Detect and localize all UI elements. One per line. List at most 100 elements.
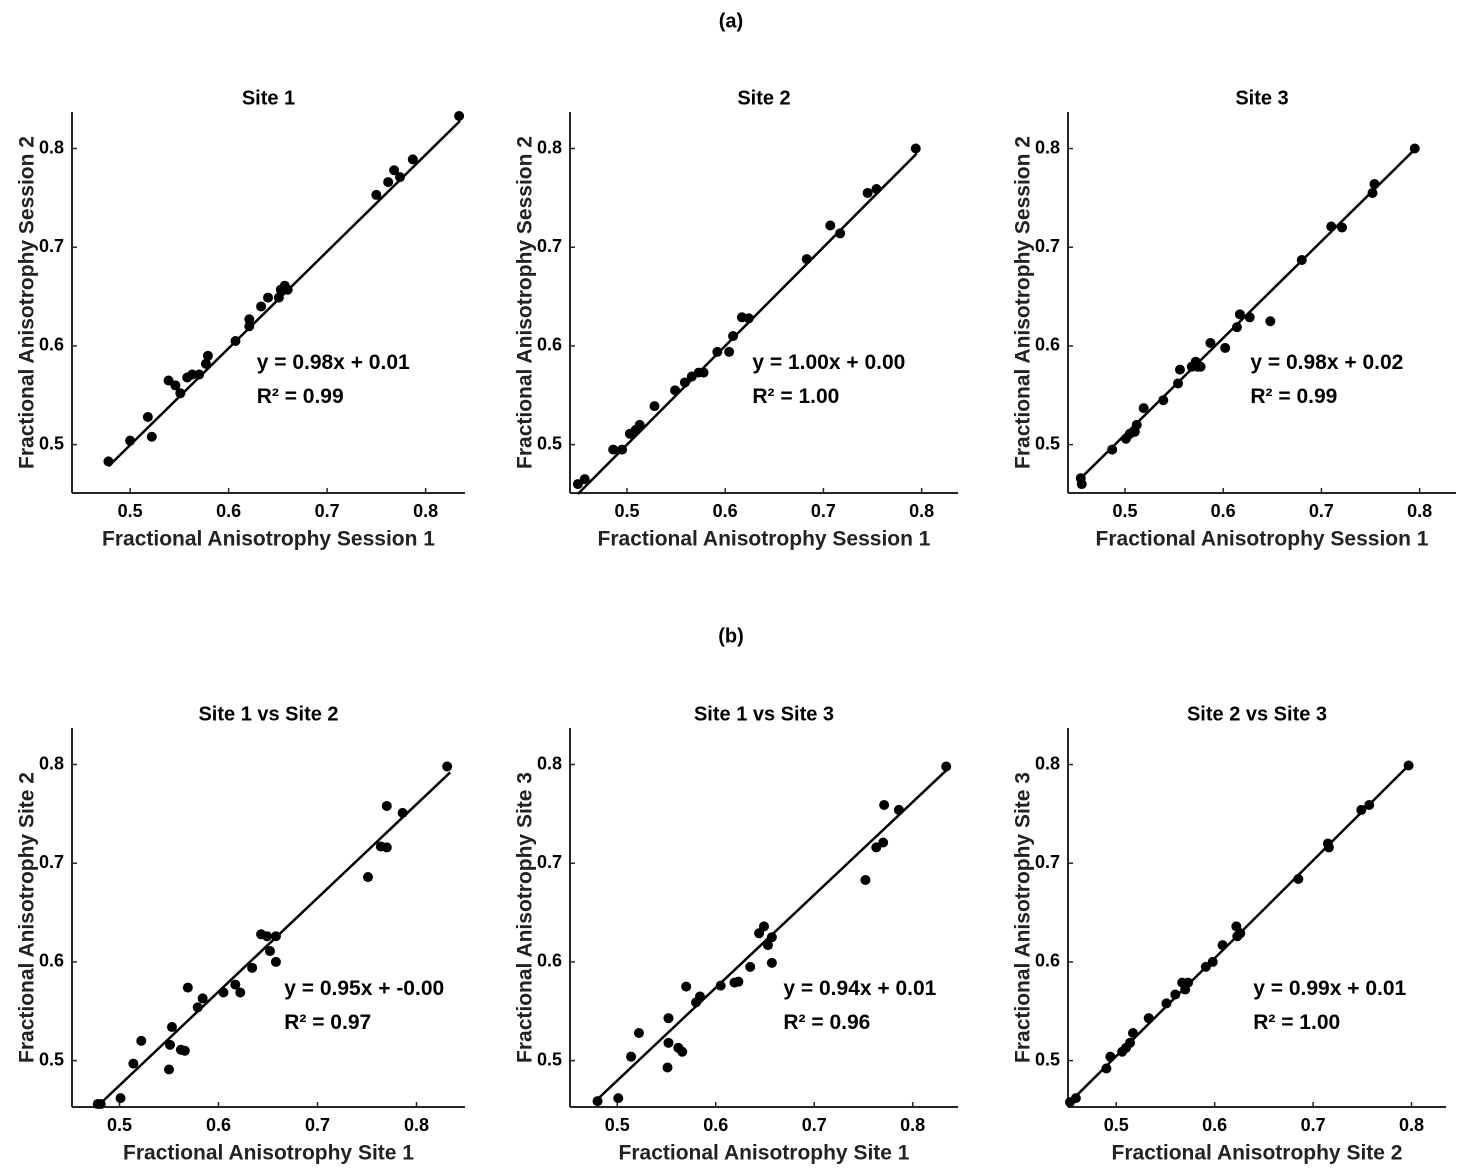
point bbox=[394, 172, 405, 183]
y-tick-label: 0.7 bbox=[1035, 236, 1060, 256]
y-axis-label: Fractional Anisotrophy Site 2 bbox=[16, 772, 39, 1063]
y-tick-label: 0.6 bbox=[1035, 335, 1060, 355]
point bbox=[247, 962, 258, 973]
point bbox=[182, 982, 193, 993]
point bbox=[262, 931, 273, 942]
point bbox=[389, 165, 400, 176]
point bbox=[879, 799, 890, 810]
y-axis-label: Fractional Anisotrophy Site 3 bbox=[1012, 772, 1035, 1063]
point bbox=[762, 940, 773, 951]
x-tick-label: 0.5 bbox=[614, 501, 639, 521]
x-tick-label: 0.5 bbox=[605, 1115, 630, 1135]
y-tick-label: 0.6 bbox=[39, 951, 64, 971]
point bbox=[893, 804, 904, 815]
point bbox=[1369, 179, 1380, 190]
point bbox=[383, 177, 394, 188]
x-axis-label: Fractional Anisotrophy Site 1 bbox=[619, 1142, 910, 1165]
point bbox=[1161, 998, 1172, 1009]
point bbox=[192, 1002, 203, 1013]
point bbox=[766, 932, 777, 943]
x-tick-label: 0.6 bbox=[1211, 501, 1236, 521]
point bbox=[187, 369, 198, 380]
point bbox=[263, 292, 274, 303]
point bbox=[1403, 760, 1414, 771]
fit-line bbox=[576, 152, 918, 495]
point bbox=[1195, 361, 1206, 372]
y-tick-label: 0.5 bbox=[1035, 433, 1060, 453]
point bbox=[194, 369, 205, 380]
y-tick-label: 0.5 bbox=[39, 433, 64, 453]
y-tick-label: 0.8 bbox=[39, 753, 64, 773]
point bbox=[1231, 322, 1242, 333]
x-axis-label: Fractional Anisotrophy Site 1 bbox=[123, 1142, 414, 1165]
point bbox=[270, 956, 281, 967]
y-tick-label: 0.8 bbox=[39, 137, 64, 157]
y-axis-label: Fractional Anisotrophy Session 2 bbox=[16, 136, 39, 469]
x-tick-label: 0.5 bbox=[118, 501, 143, 521]
point bbox=[728, 331, 739, 342]
point bbox=[197, 993, 208, 1004]
point bbox=[166, 1022, 177, 1033]
y-tick-label: 0.5 bbox=[39, 1049, 64, 1069]
point bbox=[1296, 255, 1307, 266]
point bbox=[825, 220, 836, 231]
point bbox=[1173, 378, 1184, 389]
point bbox=[1070, 1093, 1081, 1104]
y-tick-label: 0.7 bbox=[39, 852, 64, 872]
point bbox=[200, 358, 211, 369]
point bbox=[381, 842, 392, 853]
y-tick-label: 0.6 bbox=[537, 335, 562, 355]
point bbox=[1234, 309, 1245, 320]
chart-title: Site 2 bbox=[737, 87, 790, 109]
fit-annotation: y = 1.00x + 0.00 bbox=[752, 351, 905, 374]
point bbox=[862, 187, 873, 198]
point bbox=[733, 976, 744, 987]
x-tick-label: 0.7 bbox=[305, 1115, 330, 1135]
point bbox=[1158, 395, 1169, 406]
y-tick-label: 0.5 bbox=[537, 1049, 562, 1069]
y-tick-label: 0.6 bbox=[1035, 951, 1060, 971]
point bbox=[663, 1013, 674, 1024]
point bbox=[1356, 804, 1367, 815]
point bbox=[1293, 874, 1304, 885]
x-tick-label: 0.8 bbox=[413, 501, 438, 521]
fit-annotation: y = 0.98x + 0.02 bbox=[1250, 351, 1403, 374]
fit-annotation: R² = 0.99 bbox=[257, 385, 344, 408]
point bbox=[1170, 989, 1181, 1000]
point bbox=[235, 987, 246, 998]
point bbox=[244, 321, 255, 332]
point bbox=[712, 346, 723, 357]
x-tick-label: 0.8 bbox=[900, 1115, 925, 1135]
x-tick-label: 0.5 bbox=[1104, 1115, 1129, 1135]
point bbox=[1323, 842, 1334, 853]
fit-annotation: y = 0.98x + 0.01 bbox=[257, 351, 410, 374]
x-tick-label: 0.6 bbox=[216, 501, 241, 521]
x-tick-label: 0.8 bbox=[1407, 501, 1432, 521]
point bbox=[270, 931, 281, 942]
point bbox=[146, 431, 157, 442]
x-tick-label: 0.6 bbox=[713, 501, 738, 521]
y-axis-label: Fractional Anisotrophy Session 2 bbox=[1012, 136, 1035, 469]
x-tick-label: 0.5 bbox=[1112, 501, 1137, 521]
point bbox=[878, 837, 889, 848]
point bbox=[745, 961, 756, 972]
y-tick-label: 0.7 bbox=[39, 236, 64, 256]
point bbox=[633, 1027, 644, 1038]
point bbox=[724, 346, 735, 357]
y-tick-label: 0.7 bbox=[1035, 852, 1060, 872]
x-axis-label: Fractional Anisotrophy Session 1 bbox=[102, 528, 435, 551]
point bbox=[679, 377, 690, 388]
point bbox=[1244, 312, 1255, 323]
point bbox=[1143, 1013, 1154, 1024]
point bbox=[381, 800, 392, 811]
chart-title: Site 3 bbox=[1235, 87, 1288, 109]
point bbox=[572, 479, 583, 490]
point bbox=[371, 189, 382, 200]
chart-title: Site 2 vs Site 3 bbox=[1187, 703, 1327, 725]
y-tick-label: 0.6 bbox=[39, 335, 64, 355]
point bbox=[670, 385, 681, 396]
point bbox=[860, 874, 871, 885]
point bbox=[663, 1037, 674, 1048]
point bbox=[579, 474, 590, 485]
